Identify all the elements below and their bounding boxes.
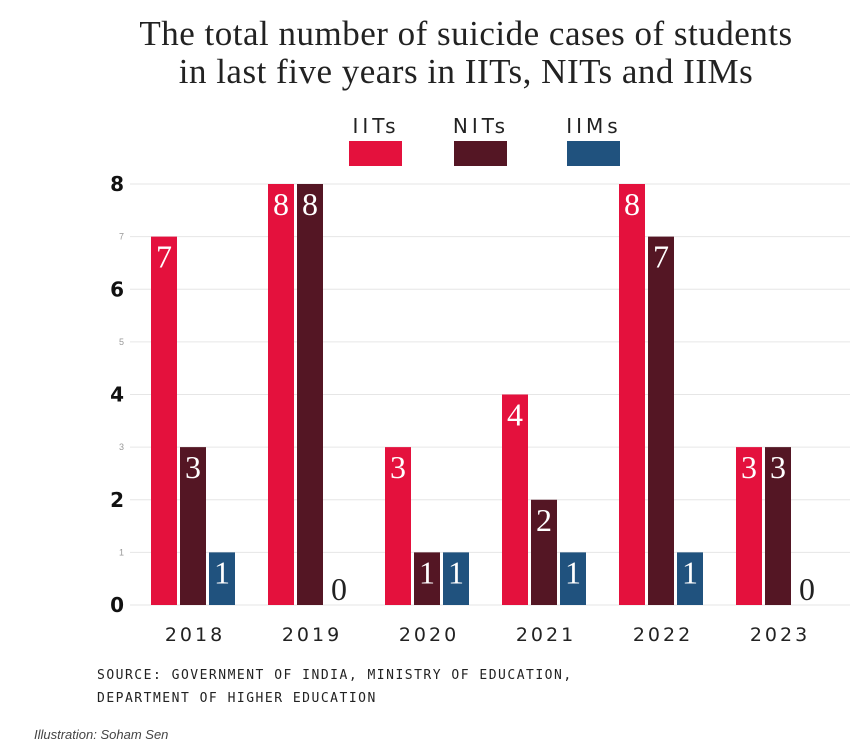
data-label: 2 [536,502,552,538]
data-label: 8 [624,186,640,222]
data-label: 3 [185,449,201,485]
data-label: 3 [390,449,406,485]
bar [677,552,703,605]
y-tick-label: 4 [110,383,124,407]
data-label: 1 [214,554,230,590]
data-label: 1 [448,554,464,590]
data-label: 8 [273,186,289,222]
x-tick-label: 2022 [633,624,693,646]
y-tick-label: 0 [110,593,124,617]
x-tick-label: 2019 [282,624,342,646]
bar [531,499,557,605]
x-tick-label: 2018 [165,624,225,646]
data-label: 3 [770,449,786,485]
legend-swatch [567,141,620,166]
bar [502,394,528,605]
data-label: 1 [565,554,581,590]
legend-swatch [349,141,402,166]
bar [297,184,323,605]
bar [414,552,440,605]
bar [209,552,235,605]
data-label: 0 [799,571,815,607]
bar [765,447,791,605]
source-note: DEPARTMENT OF HIGHER EDUCATION [97,691,377,706]
data-label: 8 [302,186,318,222]
bar [736,447,762,605]
bar [385,447,411,605]
y-tick-label: 1 [119,547,124,557]
illustration-credit: Illustration: Soham Sen [34,727,168,742]
data-label: 1 [682,554,698,590]
source-note: SOURCE: GOVERNMENT OF INDIA, MINISTRY OF… [97,668,573,683]
bar [268,184,294,605]
legend-label: NITs [453,114,509,138]
x-tick-label: 2020 [399,624,459,646]
chart-title-line: The total number of suicide cases of stu… [139,14,792,53]
data-label: 7 [653,239,669,275]
bar [180,447,206,605]
data-label: 3 [741,449,757,485]
bar [619,184,645,605]
chart-title-line: in last five years in IITs, NITs and IIM… [179,52,754,91]
y-tick-label: 7 [119,232,124,242]
legend-label: IITs [352,114,399,138]
bar [648,236,674,605]
bar [443,552,469,605]
y-tick-label: 3 [119,442,124,452]
y-tick-label: 8 [110,172,124,196]
bar [151,236,177,605]
data-label: 1 [419,554,435,590]
data-label: 7 [156,239,172,275]
x-tick-label: 2023 [750,624,810,646]
y-tick-label: 5 [119,337,124,347]
x-tick-label: 2021 [516,624,576,646]
legend-swatch [454,141,507,166]
bar [560,552,586,605]
data-label: 0 [331,571,347,607]
data-label: 4 [507,397,523,433]
legend-label: IIMs [566,114,621,138]
y-tick-label: 6 [110,277,124,301]
y-tick-label: 2 [110,488,124,512]
